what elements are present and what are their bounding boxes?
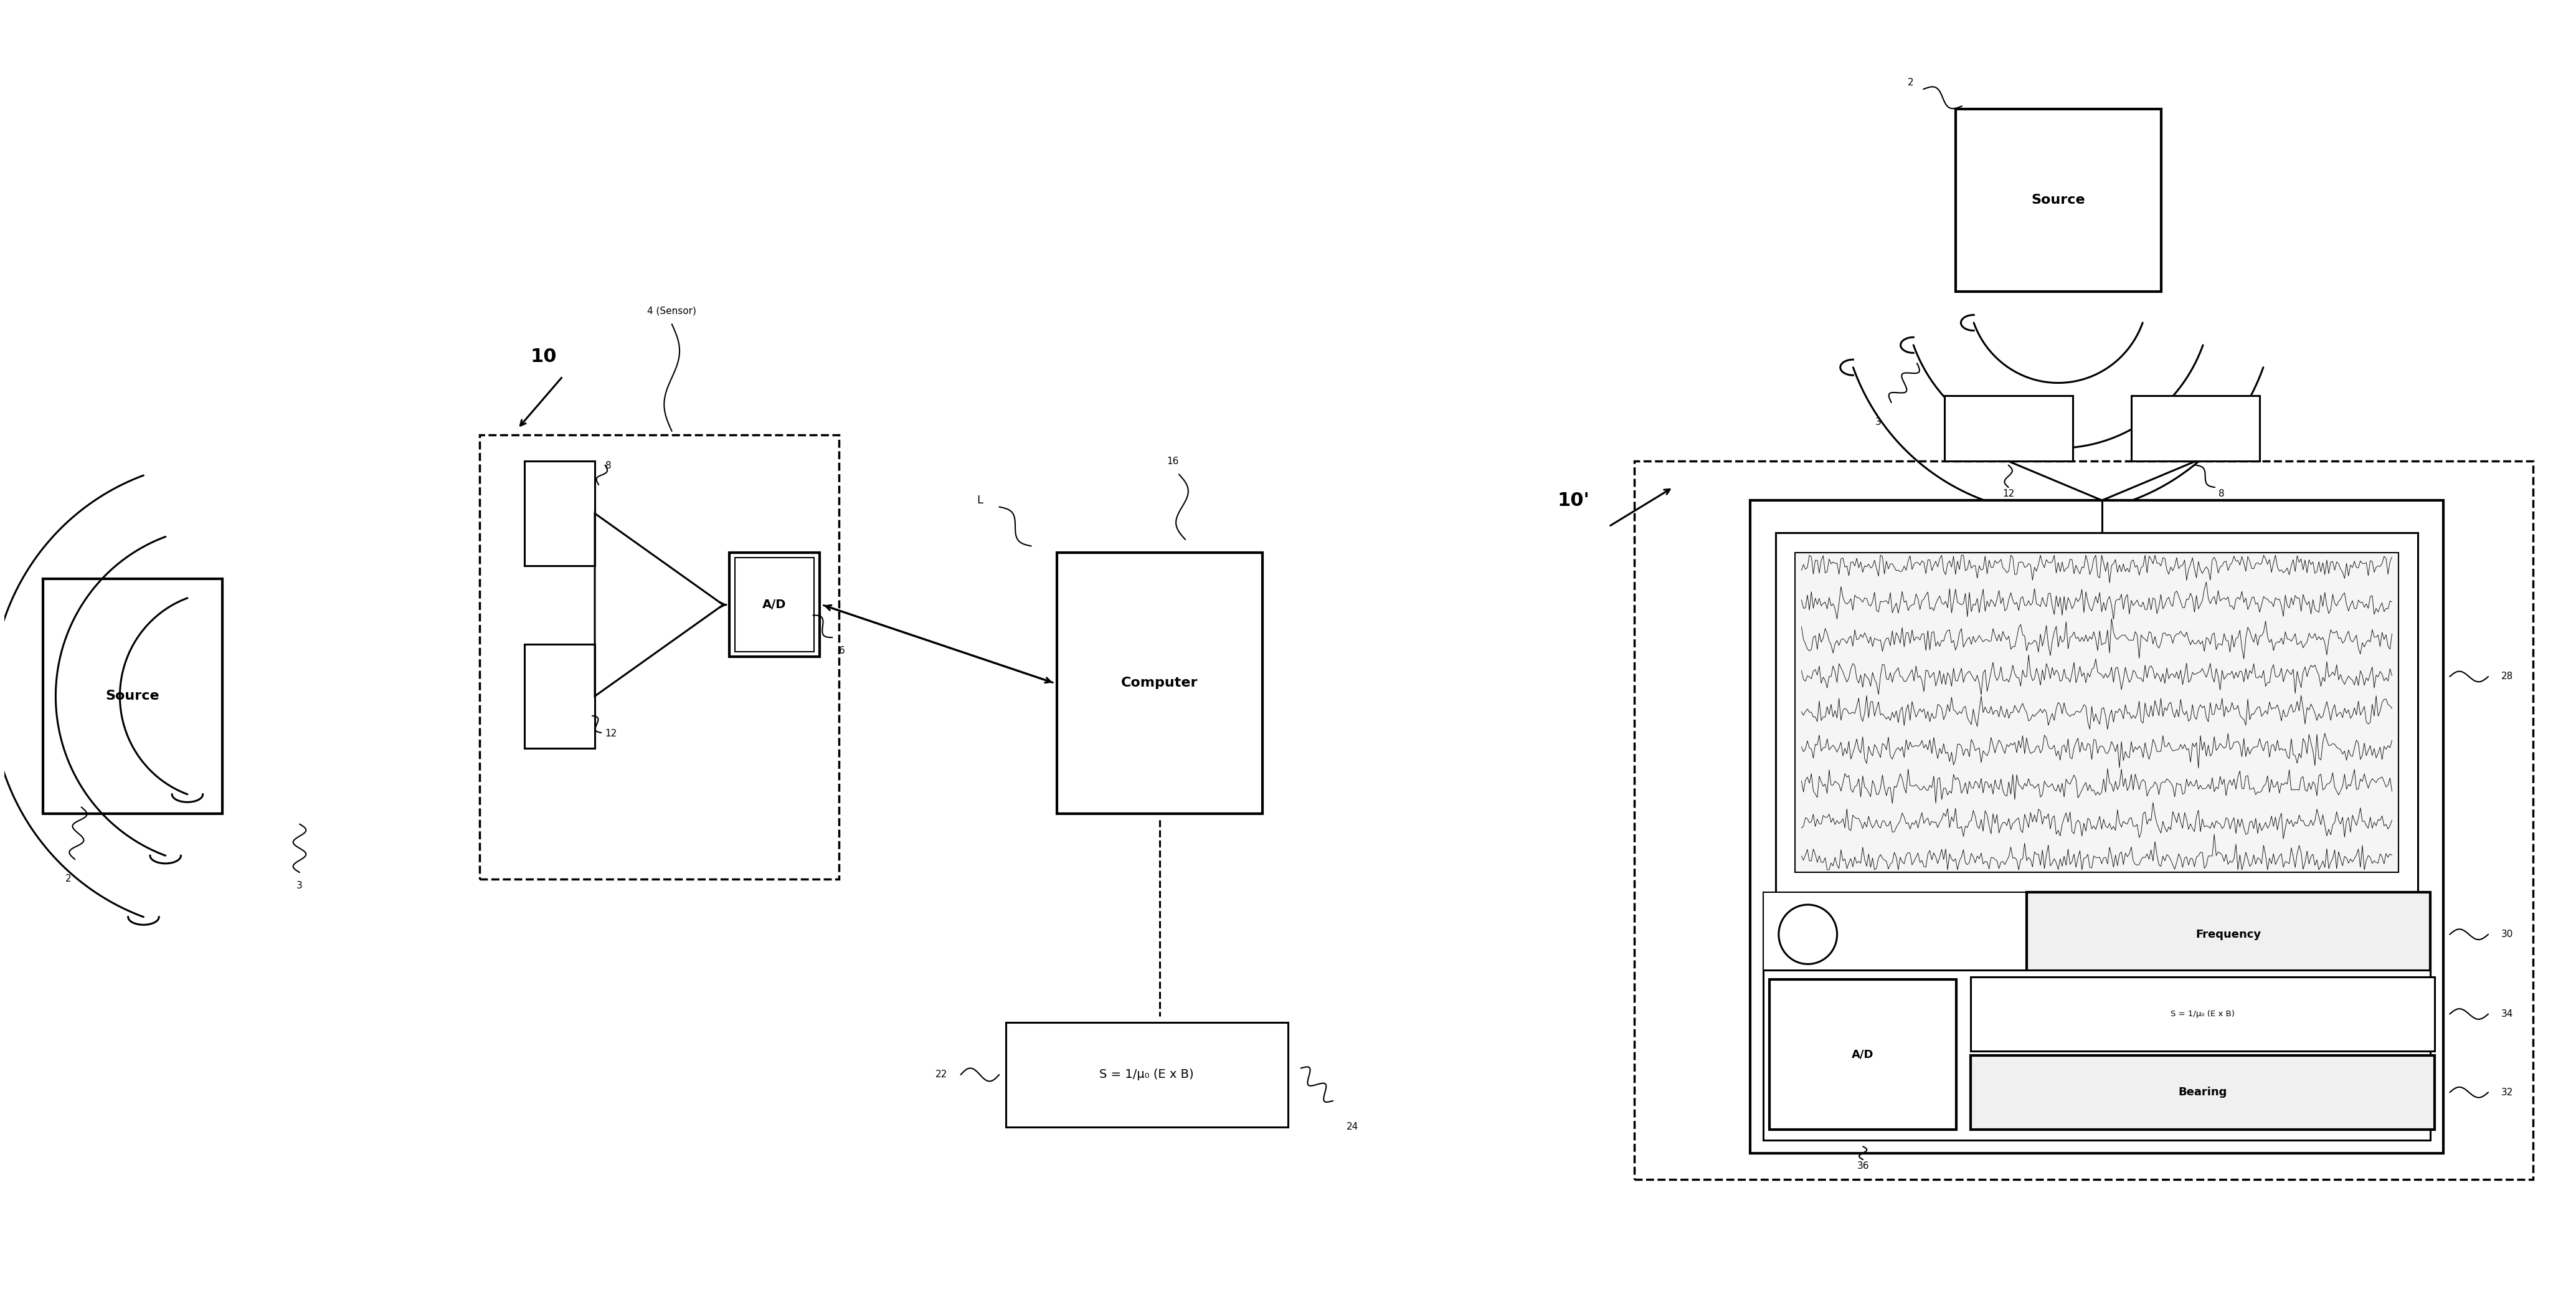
Text: S = 1/μ₀ (E x B): S = 1/μ₀ (E x B) xyxy=(2172,1010,2233,1018)
Bar xyxy=(479,435,840,879)
Bar xyxy=(1005,1022,1288,1127)
Text: 10': 10' xyxy=(1558,491,1589,510)
Bar xyxy=(1056,553,1262,813)
Bar xyxy=(2027,892,2432,976)
Bar xyxy=(2130,396,2259,461)
Text: 22: 22 xyxy=(935,1070,948,1079)
Text: 4 (Sensor): 4 (Sensor) xyxy=(647,306,696,315)
Bar xyxy=(1762,970,2432,1141)
Text: 16: 16 xyxy=(1167,456,1177,466)
Bar xyxy=(1636,461,2532,1179)
Text: 2: 2 xyxy=(64,874,72,883)
Text: 28: 28 xyxy=(2501,671,2514,681)
Text: 3: 3 xyxy=(1875,418,1880,427)
Bar xyxy=(1770,979,1958,1130)
Bar xyxy=(1795,553,2398,872)
Text: 24: 24 xyxy=(1347,1122,1358,1131)
Text: Frequency: Frequency xyxy=(2195,929,2262,940)
Bar xyxy=(44,578,222,813)
Text: 36: 36 xyxy=(1857,1162,1870,1171)
Bar xyxy=(734,558,814,652)
Text: 12: 12 xyxy=(2002,489,2014,498)
Text: Source: Source xyxy=(2032,194,2084,206)
Text: 10: 10 xyxy=(531,348,556,365)
Text: S = 1/μ₀ (E x B): S = 1/μ₀ (E x B) xyxy=(1100,1068,1195,1080)
Bar xyxy=(1945,396,2074,461)
Text: L: L xyxy=(976,495,984,506)
Text: 3: 3 xyxy=(296,880,301,890)
Text: 8: 8 xyxy=(2218,489,2223,498)
Bar xyxy=(1749,501,2442,1152)
Text: A/D: A/D xyxy=(1852,1049,1873,1060)
Bar xyxy=(1762,892,2027,976)
Bar xyxy=(1971,1055,2434,1130)
Text: Bearing: Bearing xyxy=(2179,1087,2228,1099)
Text: Computer: Computer xyxy=(1121,677,1198,690)
Text: 34: 34 xyxy=(2501,1009,2514,1018)
Bar xyxy=(1971,976,2434,1051)
Text: 30: 30 xyxy=(2501,930,2514,940)
Text: 2: 2 xyxy=(1909,78,1914,87)
Text: 6: 6 xyxy=(840,645,845,656)
Bar xyxy=(1775,533,2419,892)
Text: 8: 8 xyxy=(605,461,611,470)
Bar xyxy=(1955,109,2161,292)
Bar xyxy=(523,644,595,749)
Text: A/D: A/D xyxy=(762,599,786,611)
Text: 32: 32 xyxy=(2501,1088,2514,1097)
Text: 12: 12 xyxy=(605,729,618,738)
Bar xyxy=(523,461,595,565)
Bar xyxy=(729,553,819,657)
Text: Source: Source xyxy=(106,690,160,703)
